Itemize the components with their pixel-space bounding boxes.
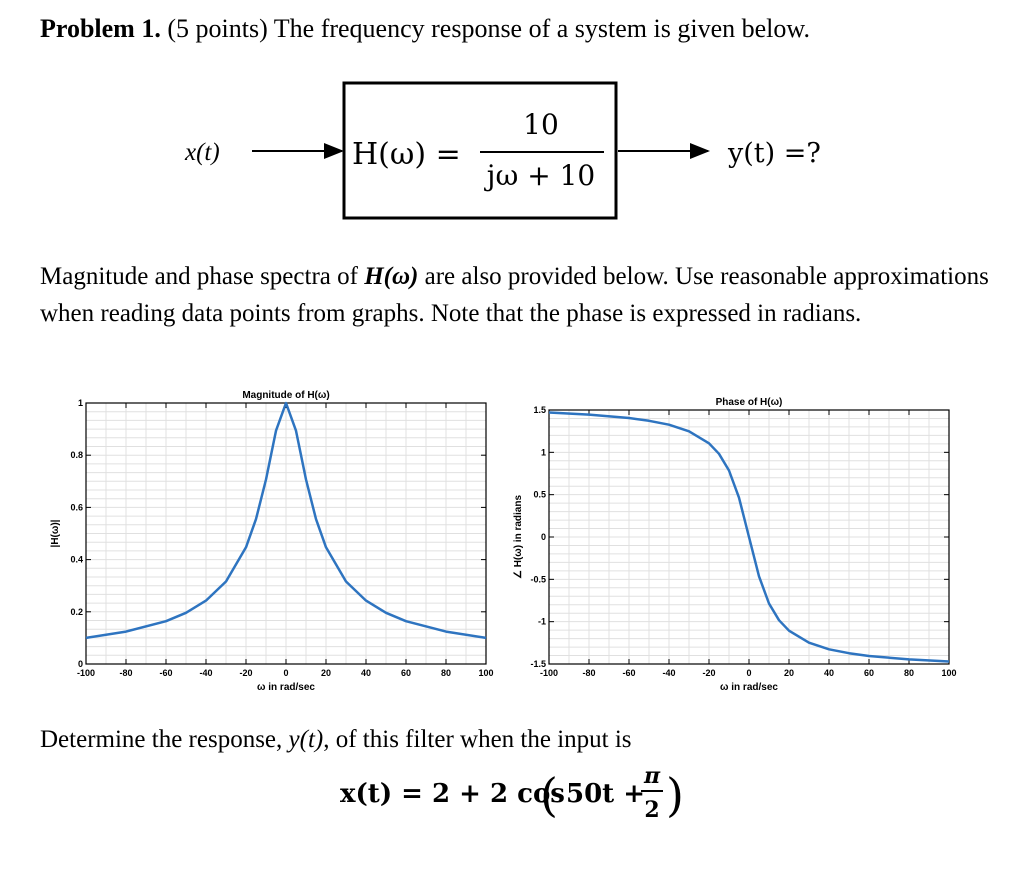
phase-x-tick-label: -60 xyxy=(622,668,635,678)
magnitude-x-tick-label: 0 xyxy=(283,668,288,678)
paragraph-bold: H(ω) xyxy=(364,263,419,290)
magnitude-y-tick-label: 0 xyxy=(78,659,83,669)
phase-x-tick-label: -20 xyxy=(702,668,715,678)
magnitude-x-tick-label: -20 xyxy=(239,668,252,678)
magnitude-x-tick-label: 40 xyxy=(361,668,371,678)
phase-y-tick-label: 1.5 xyxy=(533,405,546,415)
magnitude-y-tick-label: 0.6 xyxy=(70,502,83,512)
magnitude-y-tick-label: 0.8 xyxy=(70,450,83,460)
problem-label: Problem 1. xyxy=(40,14,161,43)
magnitude-x-tick-label: 20 xyxy=(321,668,331,678)
phase-y-tick-label: -0.5 xyxy=(530,574,546,584)
phase-ylabel: ∠ H(ω) in radians xyxy=(513,495,524,580)
phase-xlabel: ω in rad/sec xyxy=(720,682,778,693)
magnitude-chart: -100 -80 -60 -40 -20 0 20 40 60 80 100 0 0.2 0.4 0.6 0.… xyxy=(50,390,494,693)
transfer-numerator: 10 xyxy=(523,108,559,141)
phase-x-tick-label: -40 xyxy=(662,668,675,678)
phase-x-tick-label: 20 xyxy=(784,668,794,678)
description-paragraph: Magnitude and phase spectra of H(ω) are … xyxy=(40,258,1000,332)
magnitude-y-tick-label: 1 xyxy=(78,398,83,408)
phase-x-tick-label: 60 xyxy=(864,668,874,678)
question-text: Determine the response, y(t), of this fi… xyxy=(40,726,632,754)
problem-title: Problem 1. (5 points) The frequency resp… xyxy=(40,14,810,44)
phase-x-tick-label: -80 xyxy=(582,668,595,678)
magnitude-x-tick-label: -100 xyxy=(77,668,95,678)
transfer-lhs: H(ω) = xyxy=(352,137,461,172)
question-after: , of this filter when the input is xyxy=(323,726,632,753)
equation-lhs: x(t) = 2 + 2 cos xyxy=(340,779,565,809)
paren-close: ) xyxy=(666,768,684,822)
paren-open: ( xyxy=(540,768,558,822)
block-diagram: x(t) H(ω) = 10 jω + 10 y(t) =? xyxy=(184,81,821,220)
magnitude-x-tick-label: -40 xyxy=(199,668,212,678)
phase-y-tick-label: 0.5 xyxy=(533,490,546,500)
magnitude-y-tick-label: 0.2 xyxy=(70,607,83,617)
magnitude-ylabel: |H(ω)| xyxy=(50,519,61,547)
phase-x-tick-label: 100 xyxy=(941,668,956,678)
output-label: y(t) =? xyxy=(727,138,821,169)
transfer-denominator: jω + 10 xyxy=(484,159,595,192)
phase-chart: -100 -80 -60 -40 -20 0 20 40 60 80 100 -1.5 -1 -0.5 0 0… xyxy=(513,397,957,693)
paragraph-part2: are also provided below. Use reasonable … xyxy=(40,263,989,327)
magnitude-series-line xyxy=(85,401,487,640)
equation-pi: π xyxy=(643,763,661,789)
input-equation: x(t) = 2 + 2 cos ( 50t + π 2 ) xyxy=(340,763,684,823)
system-box xyxy=(342,81,618,220)
problem-statement: The frequency response of a system is gi… xyxy=(273,14,810,43)
phase-series-line xyxy=(548,411,950,663)
magnitude-x-tick-label: 60 xyxy=(401,668,411,678)
magnitude-xlabel: ω in rad/sec xyxy=(257,682,315,693)
input-label: x(t) xyxy=(184,139,220,166)
magnitude-title: Magnitude of H(ω) xyxy=(242,390,329,401)
magnitude-y-tick-label: 0.4 xyxy=(70,555,83,565)
problem-points: (5 points) xyxy=(167,14,268,43)
phase-x-tick-label: 80 xyxy=(904,668,914,678)
phase-x-tick-label: 0 xyxy=(746,668,751,678)
phase-x-tick-label: 40 xyxy=(824,668,834,678)
magnitude-x-tick-label: -60 xyxy=(159,668,172,678)
phase-y-tick-label: -1 xyxy=(538,617,546,627)
magnitude-x-tick-label: -80 xyxy=(119,668,132,678)
phase-title: Phase of H(ω) xyxy=(716,397,783,408)
phase-y-tick-label: 1 xyxy=(541,447,546,457)
magnitude-x-tick-label: 80 xyxy=(441,668,451,678)
question-var: y(t) xyxy=(288,726,324,753)
magnitude-x-tick-label: 100 xyxy=(478,668,493,678)
phase-x-tick-label: -100 xyxy=(540,668,558,678)
question-before: Determine the response, xyxy=(40,726,289,753)
paragraph-part1: Magnitude and phase spectra of xyxy=(40,263,365,290)
equation-two: 2 xyxy=(644,797,659,823)
equation-inner: 50t + xyxy=(566,779,645,809)
phase-y-tick-label: -1.5 xyxy=(530,659,546,669)
phase-y-tick-label: 0 xyxy=(541,532,546,542)
